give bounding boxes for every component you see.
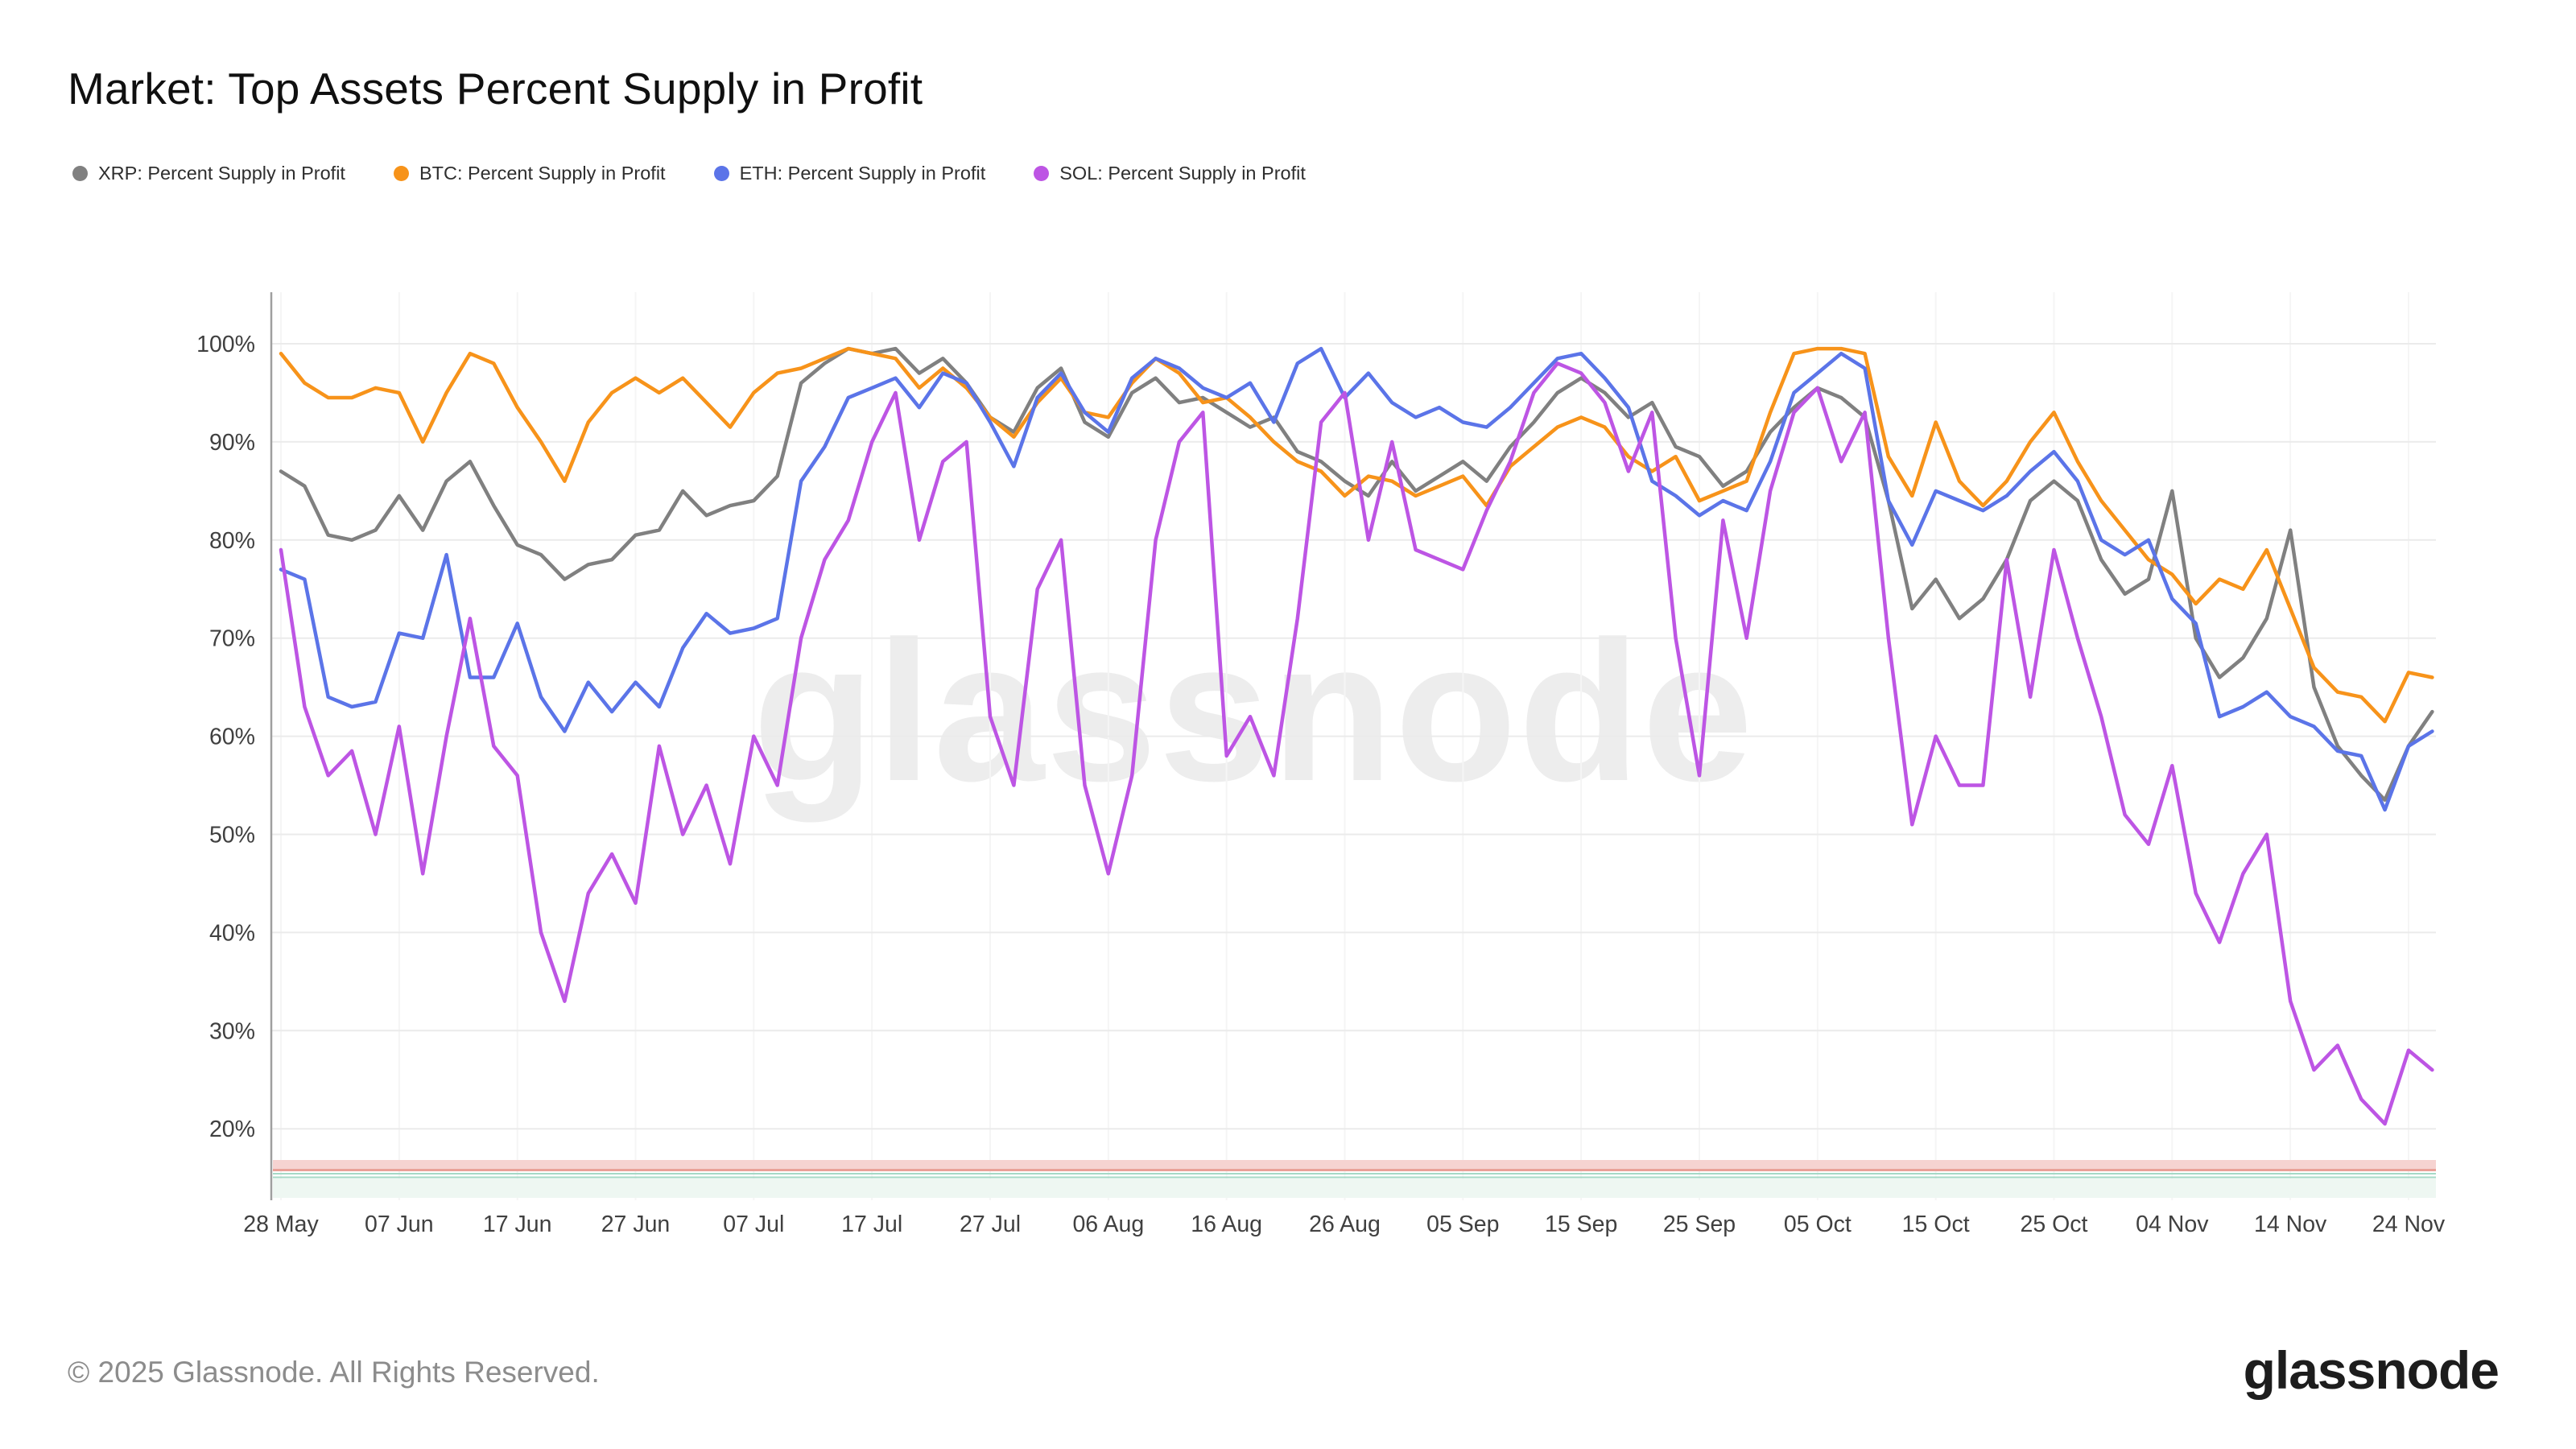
- y-axis-label: 30%: [209, 1018, 255, 1044]
- x-axis-label: 15 Oct: [1902, 1212, 1970, 1237]
- x-axis-label: 17 Jun: [483, 1212, 552, 1237]
- legend: XRP: Percent Supply in Profit BTC: Percen…: [72, 163, 1306, 184]
- bottom-band-salmon-line: [273, 1169, 2436, 1171]
- series-path-eth[interactable]: [279, 346, 2434, 812]
- legend-item-btc[interactable]: BTC: Percent Supply in Profit: [393, 163, 666, 184]
- y-axis-label: 20%: [209, 1117, 255, 1142]
- supply-in-profit-chart[interactable]: 20% 30% 40% 50% 60% 70% 80% 90% 100% 28 May 07 Jun…: [0, 0, 2576, 1304]
- y-axis-label: 90%: [209, 430, 255, 456]
- x-axis-label: 07 Jul: [723, 1212, 784, 1237]
- x-axis-label: 16 Aug: [1191, 1212, 1262, 1237]
- legend-dot-eth: [713, 166, 729, 181]
- x-axis-label: 05 Oct: [1784, 1212, 1852, 1237]
- x-axis-label: 17 Jul: [841, 1212, 902, 1237]
- x-axis-label: 24 Nov: [2372, 1212, 2446, 1237]
- y-axis-label: 40%: [209, 920, 255, 946]
- x-axis-label: 27 Jun: [601, 1212, 671, 1237]
- legend-label-btc: BTC: Percent Supply in Profit: [419, 163, 666, 184]
- legend-item-eth[interactable]: ETH: Percent Supply in Profit: [713, 163, 986, 184]
- series-path-xrp[interactable]: [279, 346, 2434, 803]
- x-axis-label: 07 Jun: [365, 1212, 434, 1237]
- copyright-text: © 2025 Glassnode. All Rights Reserved.: [68, 1356, 600, 1389]
- x-axis-label: 26 Aug: [1309, 1212, 1381, 1237]
- x-axis-label: 14 Nov: [2254, 1212, 2327, 1237]
- legend-label-sol: SOL: Percent Supply in Profit: [1059, 163, 1306, 184]
- y-axis-label: 80%: [209, 528, 255, 554]
- x-axis-label: 25 Sep: [1663, 1212, 1736, 1237]
- legend-label-xrp: XRP: Percent Supply in Profit: [98, 163, 345, 184]
- x-axis-label: 25 Oct: [2021, 1212, 2088, 1237]
- x-axis-label: 06 Aug: [1072, 1212, 1144, 1237]
- page-title: Market: Top Assets Percent Supply in Pro…: [68, 64, 923, 114]
- y-axis-label: 60%: [209, 724, 255, 750]
- bottom-band-teal-line: [273, 1173, 2436, 1174]
- bottom-band-mint: [273, 1179, 2436, 1198]
- y-axis-label: 100%: [196, 332, 255, 357]
- x-axis-label: 27 Jul: [960, 1212, 1021, 1237]
- x-axis-label: 15 Sep: [1545, 1212, 1617, 1237]
- glassnode-logo: glassnode: [2243, 1340, 2500, 1400]
- legend-dot-btc: [393, 166, 409, 181]
- legend-item-sol[interactable]: SOL: Percent Supply in Profit: [1034, 163, 1306, 184]
- x-axis-label: 28 May: [243, 1212, 319, 1237]
- legend-dot-xrp: [72, 166, 88, 181]
- legend-label-eth: ETH: Percent Supply in Profit: [739, 163, 986, 184]
- y-axis-label: 50%: [209, 823, 255, 848]
- x-axis-label: 04 Nov: [2136, 1212, 2209, 1237]
- bottom-band-pink: [273, 1160, 2436, 1169]
- x-axis-label: 05 Sep: [1426, 1212, 1499, 1237]
- series-path-sol[interactable]: [279, 361, 2434, 1126]
- series-path-btc[interactable]: [279, 346, 2434, 724]
- bottom-band-teal-line: [273, 1176, 2436, 1179]
- y-axis-label: 70%: [209, 626, 255, 652]
- legend-item-xrp[interactable]: XRP: Percent Supply in Profit: [72, 163, 345, 184]
- legend-dot-sol: [1034, 166, 1050, 181]
